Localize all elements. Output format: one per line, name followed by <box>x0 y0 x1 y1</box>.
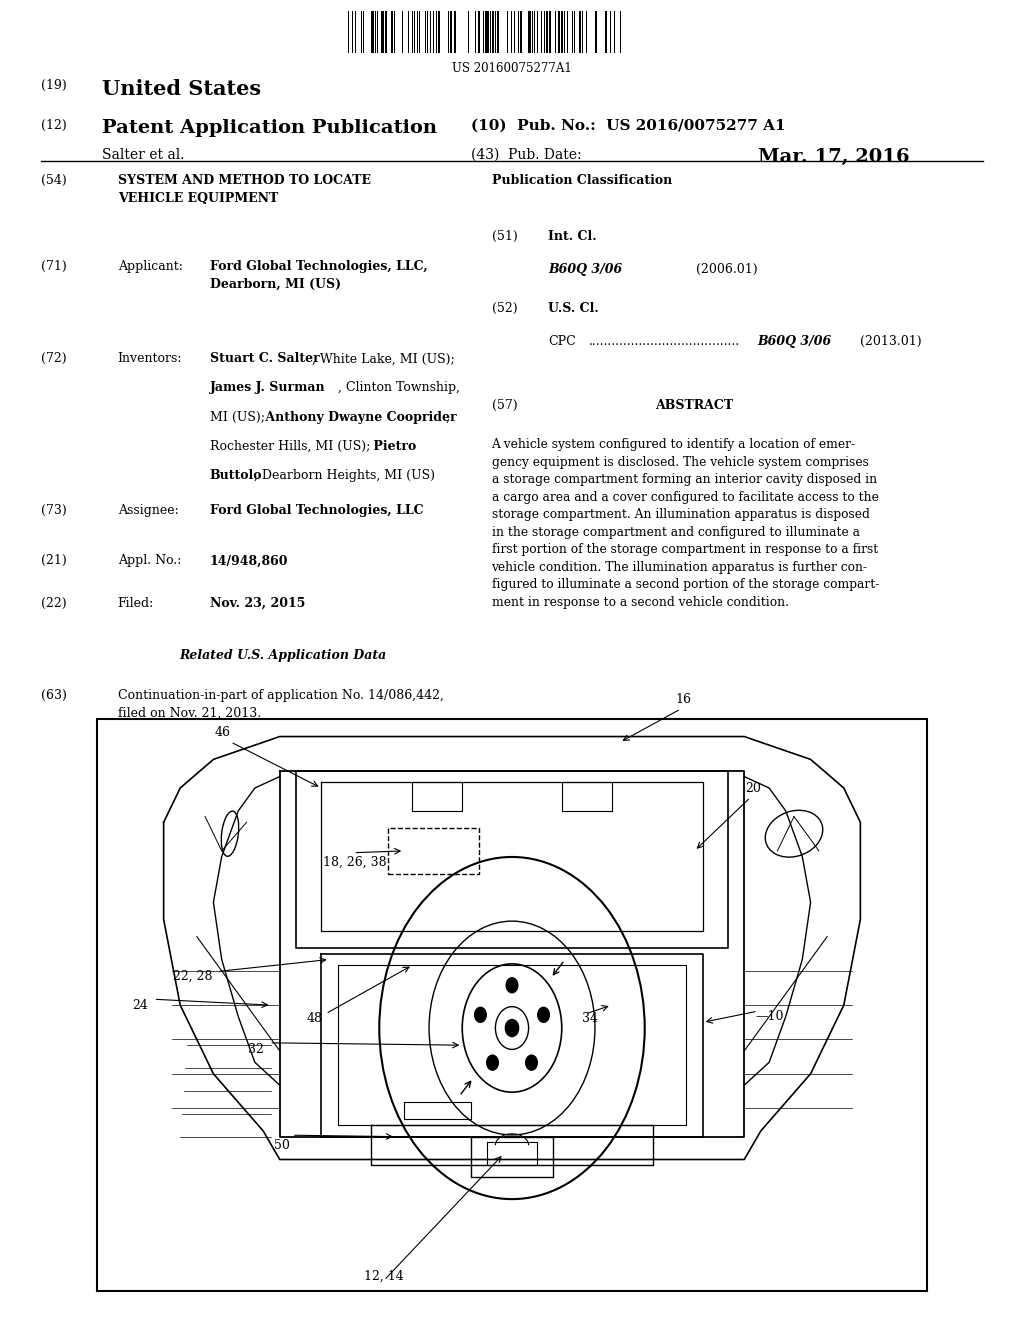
Text: Rochester Hills, MI (US);: Rochester Hills, MI (US); <box>210 440 371 453</box>
Text: B60Q 3/06: B60Q 3/06 <box>548 263 623 276</box>
Text: Buttolo: Buttolo <box>210 469 262 482</box>
Text: Continuation-in-part of application No. 14/086,442,
filed on Nov. 21, 2013.: Continuation-in-part of application No. … <box>118 689 443 719</box>
Text: (54): (54) <box>41 174 67 187</box>
Text: Stuart C. Salter: Stuart C. Salter <box>210 352 319 366</box>
Text: 12, 14: 12, 14 <box>365 1270 403 1283</box>
Text: Publication Classification: Publication Classification <box>492 174 672 187</box>
Bar <box>558 11 560 53</box>
Circle shape <box>475 1007 486 1022</box>
Text: , White Lake, MI (US);: , White Lake, MI (US); <box>312 352 455 366</box>
Text: B60Q 3/06: B60Q 3/06 <box>758 335 833 348</box>
Bar <box>354 11 356 53</box>
Text: (72): (72) <box>41 352 67 366</box>
Text: (63): (63) <box>41 689 67 702</box>
Text: 20: 20 <box>745 781 762 795</box>
Text: 48: 48 <box>306 1012 323 1026</box>
Text: SYSTEM AND METHOD TO LOCATE
VEHICLE EQUIPMENT: SYSTEM AND METHOD TO LOCATE VEHICLE EQUI… <box>118 174 371 205</box>
Text: (73): (73) <box>41 504 67 517</box>
Text: (71): (71) <box>41 260 67 273</box>
Text: 22, 28: 22, 28 <box>173 970 213 983</box>
Bar <box>387 828 479 874</box>
Text: Mar. 17, 2016: Mar. 17, 2016 <box>758 148 909 166</box>
Bar <box>520 11 522 53</box>
Text: Filed:: Filed: <box>118 597 154 610</box>
Text: Int. Cl.: Int. Cl. <box>548 230 596 243</box>
Text: 14/948,860: 14/948,860 <box>210 554 289 568</box>
Bar <box>385 11 387 53</box>
Bar <box>381 11 383 53</box>
Text: Applicant:: Applicant: <box>118 260 182 273</box>
Text: 50: 50 <box>274 1139 291 1152</box>
Text: (57): (57) <box>492 399 517 412</box>
Circle shape <box>506 1019 518 1036</box>
Text: 46: 46 <box>215 726 231 739</box>
Text: ,: , <box>445 411 450 424</box>
Text: U.S. Cl.: U.S. Cl. <box>548 302 599 315</box>
Bar <box>492 11 494 53</box>
Text: (10)  Pub. No.:  US 2016/0075277 A1: (10) Pub. No.: US 2016/0075277 A1 <box>471 119 785 133</box>
Circle shape <box>506 978 518 993</box>
Bar <box>595 11 597 53</box>
Text: Nov. 23, 2015: Nov. 23, 2015 <box>210 597 305 610</box>
Bar <box>605 11 607 53</box>
Text: (2013.01): (2013.01) <box>860 335 922 348</box>
Bar <box>561 11 563 53</box>
Text: (22): (22) <box>41 597 67 610</box>
Text: 34: 34 <box>582 1012 598 1026</box>
Bar <box>528 11 530 53</box>
Text: James J. Surman: James J. Surman <box>210 381 326 395</box>
Text: United States: United States <box>102 79 261 99</box>
Text: Ford Global Technologies, LLC: Ford Global Technologies, LLC <box>210 504 424 517</box>
Bar <box>549 11 551 53</box>
Circle shape <box>538 1007 549 1022</box>
Circle shape <box>525 1055 538 1071</box>
Text: US 20160075277A1: US 20160075277A1 <box>453 62 571 75</box>
Text: 18, 26, 38: 18, 26, 38 <box>323 855 386 869</box>
Text: , Dearborn Heights, MI (US): , Dearborn Heights, MI (US) <box>254 469 435 482</box>
Bar <box>498 11 499 53</box>
Bar <box>468 11 469 53</box>
Text: A vehicle system configured to identify a location of emer-
gency equipment is d: A vehicle system configured to identify … <box>492 438 879 609</box>
Text: (12): (12) <box>41 119 67 132</box>
Bar <box>580 11 581 53</box>
Text: 16: 16 <box>676 693 692 706</box>
Circle shape <box>486 1055 499 1071</box>
Text: —10: —10 <box>756 1010 784 1023</box>
Text: 24: 24 <box>132 999 148 1012</box>
Bar <box>563 11 565 53</box>
Text: Related U.S. Application Data: Related U.S. Application Data <box>179 649 386 663</box>
Bar <box>97 719 927 1291</box>
Bar <box>478 11 480 53</box>
Bar <box>414 11 416 53</box>
Text: (51): (51) <box>492 230 517 243</box>
Text: (21): (21) <box>41 554 67 568</box>
Text: .......................................: ....................................... <box>589 335 740 348</box>
Text: Pietro: Pietro <box>369 440 416 453</box>
Bar <box>487 11 489 53</box>
Text: Assignee:: Assignee: <box>118 504 178 517</box>
Text: (43)  Pub. Date:: (43) Pub. Date: <box>471 148 582 162</box>
Text: 32: 32 <box>248 1043 264 1056</box>
Bar <box>555 11 556 53</box>
Bar <box>537 11 539 53</box>
Text: Salter et al.: Salter et al. <box>102 148 185 162</box>
Bar <box>485 11 486 53</box>
Bar <box>546 11 548 53</box>
Text: , Clinton Township,: , Clinton Township, <box>338 381 460 395</box>
Text: Anthony Dwayne Cooprider: Anthony Dwayne Cooprider <box>261 411 457 424</box>
Text: (52): (52) <box>492 302 517 315</box>
Bar <box>432 11 434 53</box>
Text: ABSTRACT: ABSTRACT <box>655 399 733 412</box>
Text: (2006.01): (2006.01) <box>696 263 758 276</box>
Text: (19): (19) <box>41 79 67 92</box>
Bar <box>371 11 374 53</box>
Text: CPC: CPC <box>548 335 575 348</box>
Bar <box>514 11 515 53</box>
Text: MI (US);: MI (US); <box>210 411 265 424</box>
Text: Ford Global Technologies, LLC,
Dearborn, MI (US): Ford Global Technologies, LLC, Dearborn,… <box>210 260 428 290</box>
Text: Appl. No.:: Appl. No.: <box>118 554 181 568</box>
Text: Patent Application Publication: Patent Application Publication <box>102 119 437 137</box>
Text: Inventors:: Inventors: <box>118 352 182 366</box>
Bar <box>438 11 440 53</box>
